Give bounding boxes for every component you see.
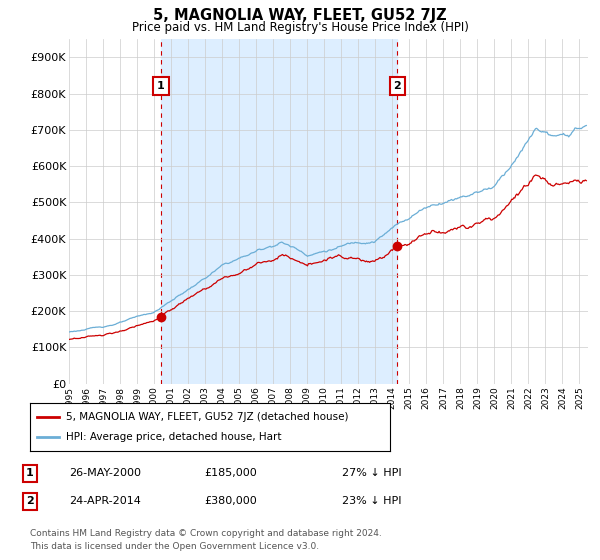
Text: £185,000: £185,000 (204, 468, 257, 478)
Text: £380,000: £380,000 (204, 496, 257, 506)
Bar (161, 39, 397, 384)
Text: 2: 2 (26, 496, 34, 506)
Text: 1: 1 (157, 81, 165, 91)
Text: HPI: Average price, detached house, Hart: HPI: Average price, detached house, Hart (66, 432, 281, 442)
Text: 27% ↓ HPI: 27% ↓ HPI (342, 468, 401, 478)
Text: 1: 1 (26, 468, 34, 478)
Text: Contains HM Land Registry data © Crown copyright and database right 2024.: Contains HM Land Registry data © Crown c… (30, 529, 382, 538)
Text: 26-MAY-2000: 26-MAY-2000 (69, 468, 141, 478)
Text: 5, MAGNOLIA WAY, FLEET, GU52 7JZ (detached house): 5, MAGNOLIA WAY, FLEET, GU52 7JZ (detach… (66, 412, 349, 422)
Text: 24-APR-2014: 24-APR-2014 (69, 496, 141, 506)
Text: 5, MAGNOLIA WAY, FLEET, GU52 7JZ: 5, MAGNOLIA WAY, FLEET, GU52 7JZ (153, 8, 447, 24)
Text: 2: 2 (394, 81, 401, 91)
Text: Price paid vs. HM Land Registry's House Price Index (HPI): Price paid vs. HM Land Registry's House … (131, 21, 469, 34)
Text: This data is licensed under the Open Government Licence v3.0.: This data is licensed under the Open Gov… (30, 542, 319, 551)
Text: 23% ↓ HPI: 23% ↓ HPI (342, 496, 401, 506)
